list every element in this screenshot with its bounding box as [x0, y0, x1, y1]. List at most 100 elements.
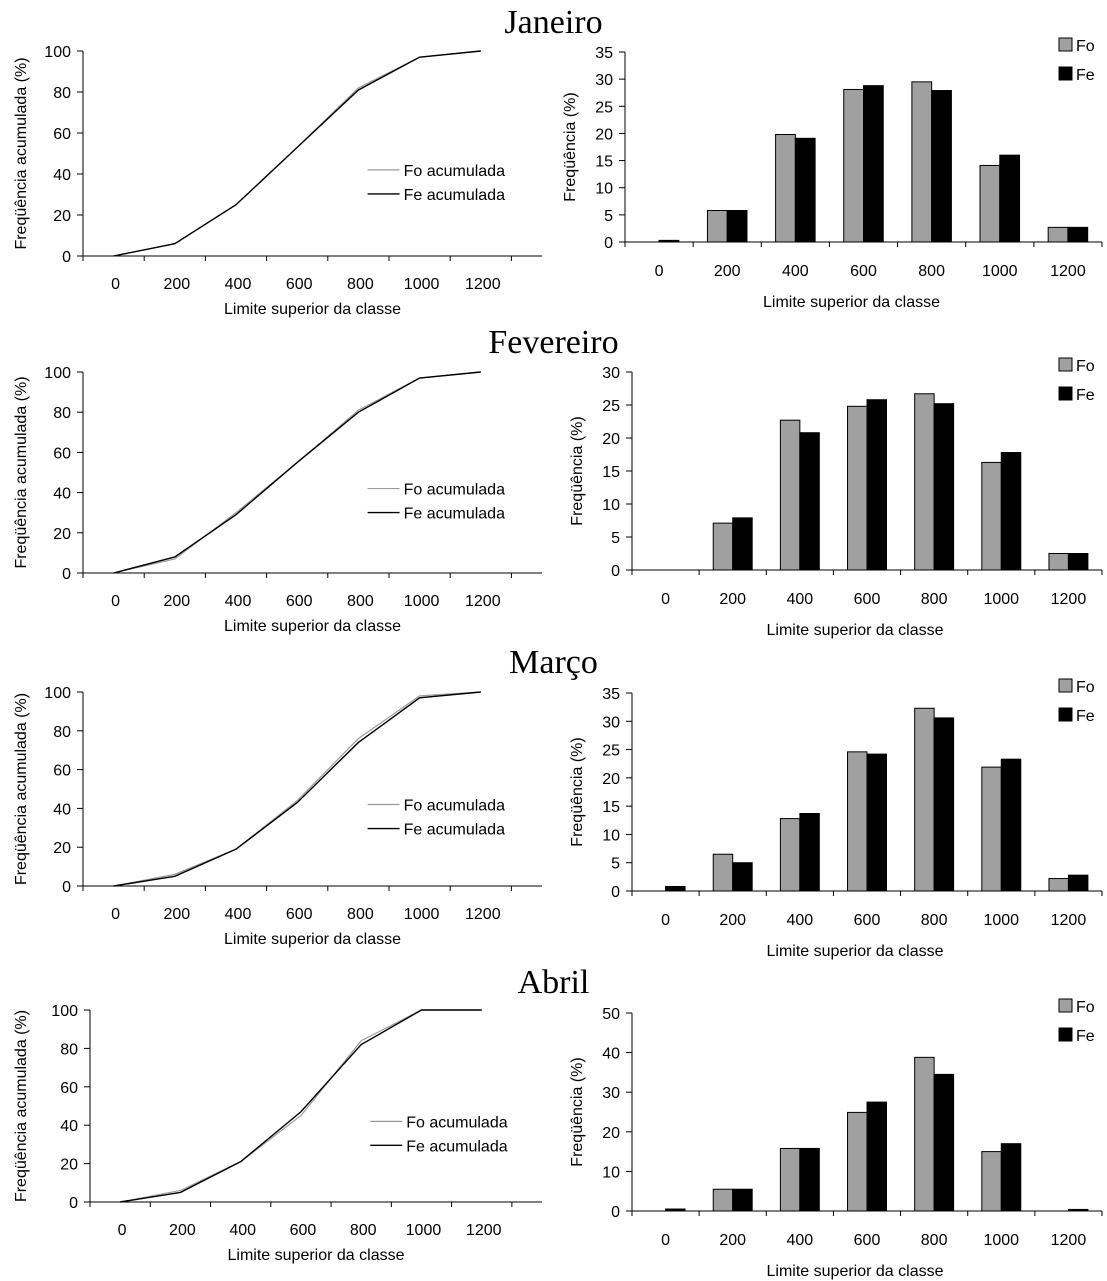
x-tick-label: 800 — [918, 263, 945, 280]
bar-fe — [1067, 226, 1089, 243]
y-tick-label: 80 — [53, 85, 71, 102]
x-tick-label: 1200 — [1050, 263, 1086, 280]
legend-label: Fo — [1076, 679, 1095, 696]
y-tick-label: 15 — [595, 154, 613, 171]
y-tick-label: 60 — [60, 1080, 78, 1097]
x-tick-label: 200 — [163, 276, 190, 293]
x-tick-label: 1000 — [406, 1222, 442, 1239]
series-line-fo — [113, 50, 481, 257]
bar-fe — [665, 885, 686, 892]
x-tick-label: 1200 — [1051, 1232, 1087, 1249]
bar-fe — [1067, 553, 1089, 571]
y-tick-label: 30 — [602, 365, 620, 382]
y-tick-label: 20 — [602, 1125, 620, 1142]
legend-label: Fe — [1076, 708, 1095, 725]
legend-label: Fe acumulada — [404, 506, 505, 523]
x-tick-label: 200 — [719, 591, 746, 608]
legend-label: Fo — [1076, 999, 1095, 1016]
legend-label: Fo — [1076, 38, 1095, 55]
bar-fe — [863, 85, 884, 243]
x-tick-label: 1200 — [1051, 591, 1087, 608]
x-tick-label: 0 — [661, 591, 670, 608]
bar-fe — [726, 210, 748, 243]
y-tick-label: 10 — [602, 1164, 620, 1181]
bar-fe — [794, 137, 816, 243]
y-tick-label: 60 — [53, 445, 71, 462]
y-tick-label: 20 — [595, 126, 613, 143]
legend-swatch-fe — [1058, 707, 1073, 722]
bar-fo — [706, 210, 728, 243]
x-tick-label: 400 — [782, 263, 809, 280]
bar-fe — [732, 862, 753, 892]
x-tick-label: 0 — [111, 906, 120, 923]
bar-fe — [732, 1188, 753, 1212]
bar-fo — [779, 419, 801, 571]
bar-fo — [712, 522, 734, 571]
x-tick-label: 400 — [787, 1232, 814, 1249]
legend-label: Fe acumulada — [404, 822, 505, 839]
y-axis-label: Freqüência (%) — [569, 737, 586, 846]
bar-fe — [866, 399, 887, 571]
y-tick-label: 5 — [604, 208, 613, 225]
x-tick-label: 1000 — [404, 593, 440, 610]
bar-fe — [1000, 452, 1022, 571]
x-tick-label: 600 — [854, 591, 881, 608]
bar-fo — [1048, 878, 1069, 892]
y-tick-label: 100 — [51, 1003, 78, 1020]
x-tick-label: 800 — [921, 1232, 948, 1249]
x-tick-label: 400 — [229, 1222, 256, 1239]
y-tick-label: 40 — [53, 167, 71, 184]
bar-fo — [981, 1151, 1002, 1212]
y-axis-label: Freqüência acumulada (%) — [13, 1010, 30, 1202]
x-tick-label: 200 — [163, 593, 190, 610]
bar-fo — [779, 1147, 801, 1212]
x-tick-label: 1000 — [983, 591, 1019, 608]
legend-label: Fo acumulada — [404, 163, 505, 180]
legend-swatch-fo — [1058, 37, 1073, 52]
x-tick-label: 1000 — [404, 906, 440, 923]
x-axis-label: Limite superior da classe — [767, 622, 944, 639]
x-axis-label: Limite superior da classe — [763, 294, 940, 311]
y-tick-label: 0 — [69, 1195, 78, 1212]
y-tick-label: 30 — [595, 72, 613, 89]
y-axis-label: Freqüência (%) — [562, 92, 579, 201]
bar-fe — [799, 812, 820, 892]
y-tick-label: 20 — [53, 840, 71, 857]
bar-fe — [999, 154, 1021, 243]
x-tick-label: 600 — [286, 593, 313, 610]
y-axis-label: Freqüência acumulada (%) — [13, 693, 30, 885]
legend-swatch-fo — [1058, 678, 1073, 693]
x-tick-label: 0 — [661, 912, 670, 929]
bar-fo — [779, 818, 801, 892]
series-line-fe — [113, 691, 481, 887]
x-tick-label: 800 — [347, 276, 374, 293]
x-tick-label: 400 — [225, 906, 252, 923]
legend-label: Fo acumulada — [404, 798, 505, 815]
legend-swatch-fe — [1058, 66, 1073, 81]
legend-label: Fo acumulada — [404, 482, 505, 499]
y-tick-label: 20 — [602, 431, 620, 448]
month-title: Janeiro — [504, 4, 603, 41]
bar-fe — [933, 717, 955, 892]
x-tick-label: 600 — [854, 912, 881, 929]
x-tick-label: 200 — [714, 263, 741, 280]
series-line-fe — [113, 371, 481, 574]
bar-fe — [799, 1147, 820, 1212]
series-line-fo — [113, 691, 481, 887]
y-axis-label: Freqüência (%) — [569, 416, 586, 525]
month-title: Março — [509, 644, 598, 681]
x-tick-label: 0 — [661, 1232, 670, 1249]
x-tick-label: 600 — [286, 276, 313, 293]
y-tick-label: 30 — [602, 1085, 620, 1102]
x-tick-label: 1000 — [982, 263, 1018, 280]
series-line-fo — [113, 371, 481, 574]
x-tick-label: 800 — [347, 593, 374, 610]
y-tick-label: 0 — [62, 566, 71, 583]
y-tick-label: 15 — [602, 464, 620, 481]
x-tick-label: 1200 — [465, 593, 501, 610]
y-tick-label: 40 — [602, 1046, 620, 1063]
bar-fe — [732, 517, 753, 571]
legend-swatch-fe — [1058, 386, 1073, 401]
y-tick-label: 0 — [611, 563, 620, 580]
